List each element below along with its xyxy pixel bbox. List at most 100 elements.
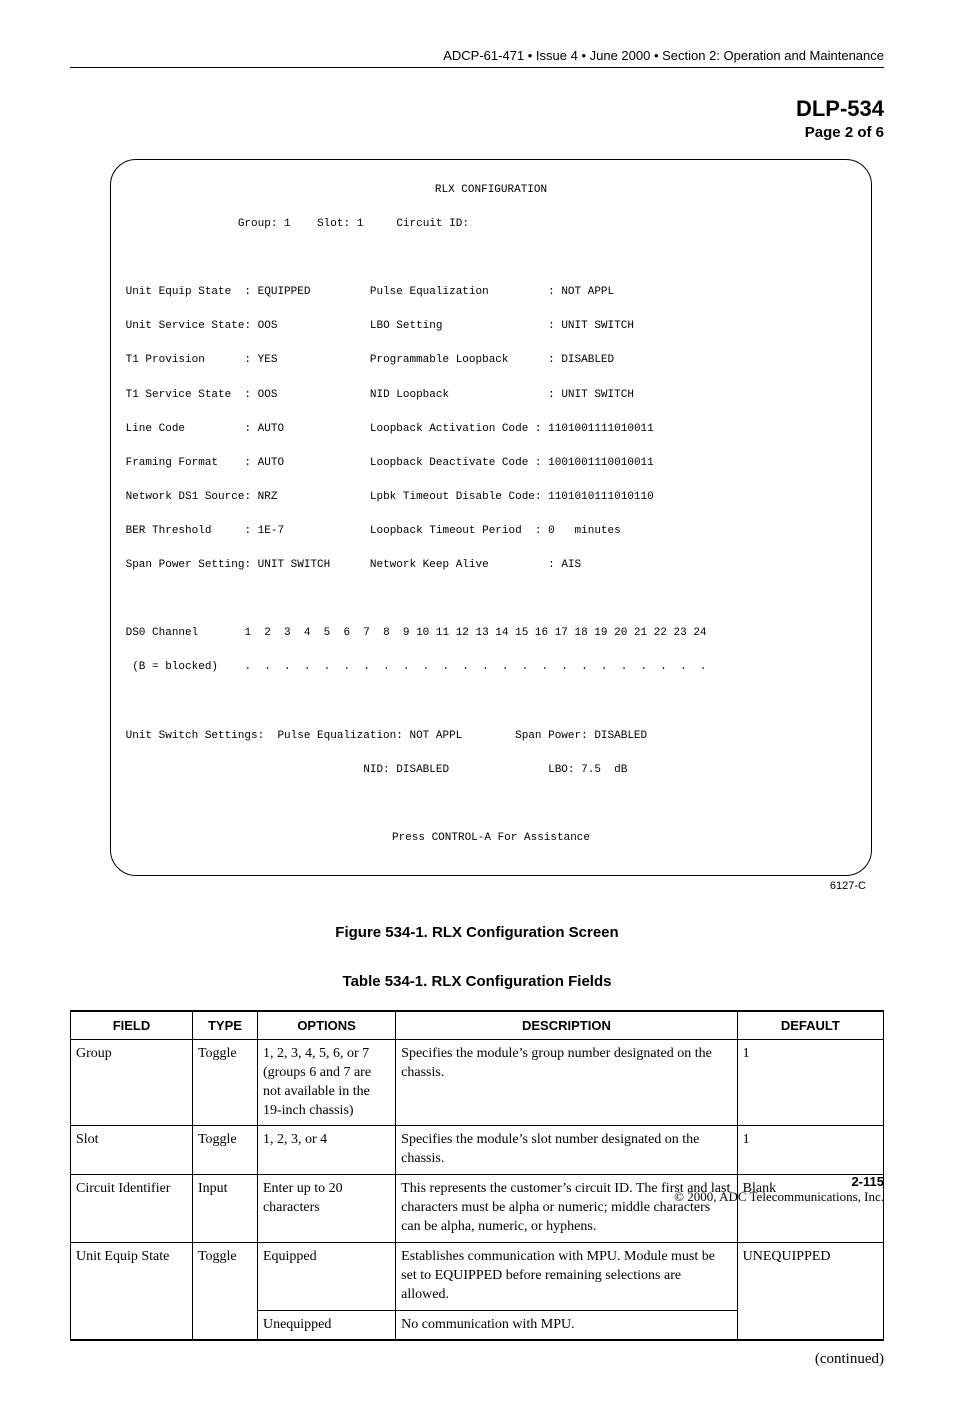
r-f3l: Programmable Loopback bbox=[370, 354, 509, 366]
table-caption: Table 534-1. RLX Configuration Fields bbox=[70, 973, 884, 990]
cell-description: Specifies the module’s group number desi… bbox=[396, 1039, 737, 1126]
uss-line-1: Unit Switch Settings: Pulse Equalization… bbox=[119, 728, 863, 745]
dlp-title: DLP-534 bbox=[70, 96, 884, 122]
r-f7l: Lpbk Timeout Disable Code bbox=[370, 491, 535, 503]
term-line-8: BER Threshold : 1E-7 Loopback Timeout Pe… bbox=[119, 523, 863, 540]
cell-default: UNEQUIPPED bbox=[737, 1242, 883, 1310]
th-default: DEFAULT bbox=[737, 1011, 883, 1040]
l-f9v: UNIT SWITCH bbox=[258, 559, 331, 571]
ds0-blocked-label: (B = blocked) bbox=[132, 661, 218, 673]
uss-label: Unit Switch Settings: bbox=[126, 730, 265, 742]
r-f8v: 0 minutes bbox=[548, 525, 621, 537]
terminal-blank3 bbox=[119, 693, 863, 710]
r-f2v: UNIT SWITCH bbox=[561, 320, 634, 332]
th-options: OPTIONS bbox=[257, 1011, 395, 1040]
term-line-4: T1 Service State : OOS NID Loopback : UN… bbox=[119, 387, 863, 404]
term-line-7: Network DS1 Source: NRZ Lpbk Timeout Dis… bbox=[119, 489, 863, 506]
ds0-dots: . . . . . . . . . . . . . . . . . . . . … bbox=[244, 661, 706, 673]
th-field: FIELD bbox=[71, 1011, 193, 1040]
l-f5l: Line Code bbox=[126, 423, 185, 435]
th-type: TYPE bbox=[192, 1011, 257, 1040]
table-row: Unit Equip State Toggle Equipped Establi… bbox=[71, 1242, 884, 1310]
r-f7v: 1101010111010110 bbox=[548, 491, 654, 503]
th-description: DESCRIPTION bbox=[396, 1011, 737, 1040]
footer-page-number: 2-115 bbox=[70, 1174, 884, 1189]
page-footer: 2-115 © 2000, ADC Telecommunications, In… bbox=[70, 1174, 884, 1205]
cell-field bbox=[71, 1310, 193, 1340]
circuit-id-label: Circuit ID: bbox=[396, 218, 469, 230]
ds0-label: DS0 Channel bbox=[126, 627, 199, 639]
r-f3v: DISABLED bbox=[561, 354, 614, 366]
cell-type bbox=[192, 1310, 257, 1340]
uss-lbo-label: LBO: bbox=[548, 764, 574, 776]
terminal-group-slot-line: Group: 1 Slot: 1 Circuit ID: bbox=[119, 216, 863, 233]
cell-options: 1, 2, 3, or 4 bbox=[257, 1126, 395, 1175]
l-f6v: AUTO bbox=[258, 457, 284, 469]
table-header-row: FIELD TYPE OPTIONS DESCRIPTION DEFAULT bbox=[71, 1011, 884, 1040]
r-f4v: UNIT SWITCH bbox=[561, 389, 634, 401]
r-f1l: Pulse Equalization bbox=[370, 286, 489, 298]
term-line-2: Unit Service State: OOS LBO Setting : UN… bbox=[119, 318, 863, 335]
term-line-5: Line Code : AUTO Loopback Activation Cod… bbox=[119, 421, 863, 438]
cell-type: Toggle bbox=[192, 1039, 257, 1126]
figure-caption: Figure 534-1. RLX Configuration Screen bbox=[70, 924, 884, 941]
uss-nid-value: DISABLED bbox=[396, 764, 449, 776]
term-line-9: Span Power Setting: UNIT SWITCH Network … bbox=[119, 557, 863, 574]
l-f2v: OOS bbox=[258, 320, 278, 332]
r-f8l: Loopback Timeout Period bbox=[370, 525, 522, 537]
slot-label: Slot: bbox=[317, 218, 350, 230]
footer-copyright: © 2000, ADC Telecommunications, Inc. bbox=[70, 1189, 884, 1205]
l-f9l: Span Power Setting bbox=[126, 559, 245, 571]
cell-type: Toggle bbox=[192, 1126, 257, 1175]
r-f1v: NOT APPL bbox=[561, 286, 614, 298]
l-f8v: 1E-7 bbox=[258, 525, 284, 537]
l-f4v: OOS bbox=[258, 389, 278, 401]
r-f6v: 1001001110010011 bbox=[548, 457, 654, 469]
uss-line-2: NID: DISABLED LBO: 7.5 dB bbox=[119, 762, 863, 779]
l-f7l: Network DS1 Source bbox=[126, 491, 245, 503]
uss-lbo-value: 7.5 dB bbox=[581, 764, 627, 776]
continued-text: (continued) bbox=[70, 1351, 884, 1368]
cell-field: Group bbox=[71, 1039, 193, 1126]
cell-field: Unit Equip State bbox=[71, 1242, 193, 1310]
terminal-tag: 6127-C bbox=[110, 880, 872, 892]
r-f5v: 1101001111010011 bbox=[548, 423, 654, 435]
table-row: Slot Toggle 1, 2, 3, or 4 Specifies the … bbox=[71, 1126, 884, 1175]
dlp-block: DLP-534 Page 2 of 6 bbox=[70, 96, 884, 141]
l-f1l: Unit Equip State bbox=[126, 286, 232, 298]
term-line-6: Framing Format : AUTO Loopback Deactivat… bbox=[119, 455, 863, 472]
dlp-page: Page 2 of 6 bbox=[70, 124, 884, 141]
uss-pe-value: NOT APPL bbox=[409, 730, 462, 742]
l-f5v: AUTO bbox=[258, 423, 284, 435]
l-f3l: T1 Provision bbox=[126, 354, 205, 366]
cell-default bbox=[737, 1310, 883, 1340]
terminal-title: RLX CONFIGURATION bbox=[119, 182, 863, 199]
l-f4l: T1 Service State bbox=[126, 389, 232, 401]
l-f6l: Framing Format bbox=[126, 457, 218, 469]
uss-nid-label: NID: bbox=[363, 764, 389, 776]
terminal-blank2 bbox=[119, 591, 863, 608]
cell-options: 1, 2, 3, 4, 5, 6, or 7 (groups 6 and 7 a… bbox=[257, 1039, 395, 1126]
slot-value: 1 bbox=[357, 218, 364, 230]
r-f5l: Loopback Activation Code bbox=[370, 423, 528, 435]
r-f4l: NID Loopback bbox=[370, 389, 449, 401]
r-f9l: Network Keep Alive bbox=[370, 559, 489, 571]
r-f6l: Loopback Deactivate Code bbox=[370, 457, 528, 469]
cell-type: Toggle bbox=[192, 1242, 257, 1310]
term-line-1: Unit Equip State : EQUIPPED Pulse Equali… bbox=[119, 284, 863, 301]
cell-description: No communication with MPU. bbox=[396, 1310, 737, 1340]
l-f7v: NRZ bbox=[258, 491, 278, 503]
ds0-channels: 1 2 3 4 5 6 7 8 9 10 11 12 13 14 15 16 1… bbox=[244, 627, 706, 639]
cell-default: 1 bbox=[737, 1039, 883, 1126]
table-row: Unequipped No communication with MPU. bbox=[71, 1310, 884, 1340]
l-f1v: EQUIPPED bbox=[258, 286, 311, 298]
cell-options: Unequipped bbox=[257, 1310, 395, 1340]
l-f3v: YES bbox=[258, 354, 278, 366]
terminal-blank4 bbox=[119, 796, 863, 813]
uss-sp-label: Span Power: bbox=[515, 730, 588, 742]
cell-default: 1 bbox=[737, 1126, 883, 1175]
terminal-blank1 bbox=[119, 250, 863, 267]
uss-pe-label: Pulse Equalization: bbox=[277, 730, 402, 742]
r-f9v: AIS bbox=[561, 559, 581, 571]
cell-description: Specifies the module’s slot number desig… bbox=[396, 1126, 737, 1175]
